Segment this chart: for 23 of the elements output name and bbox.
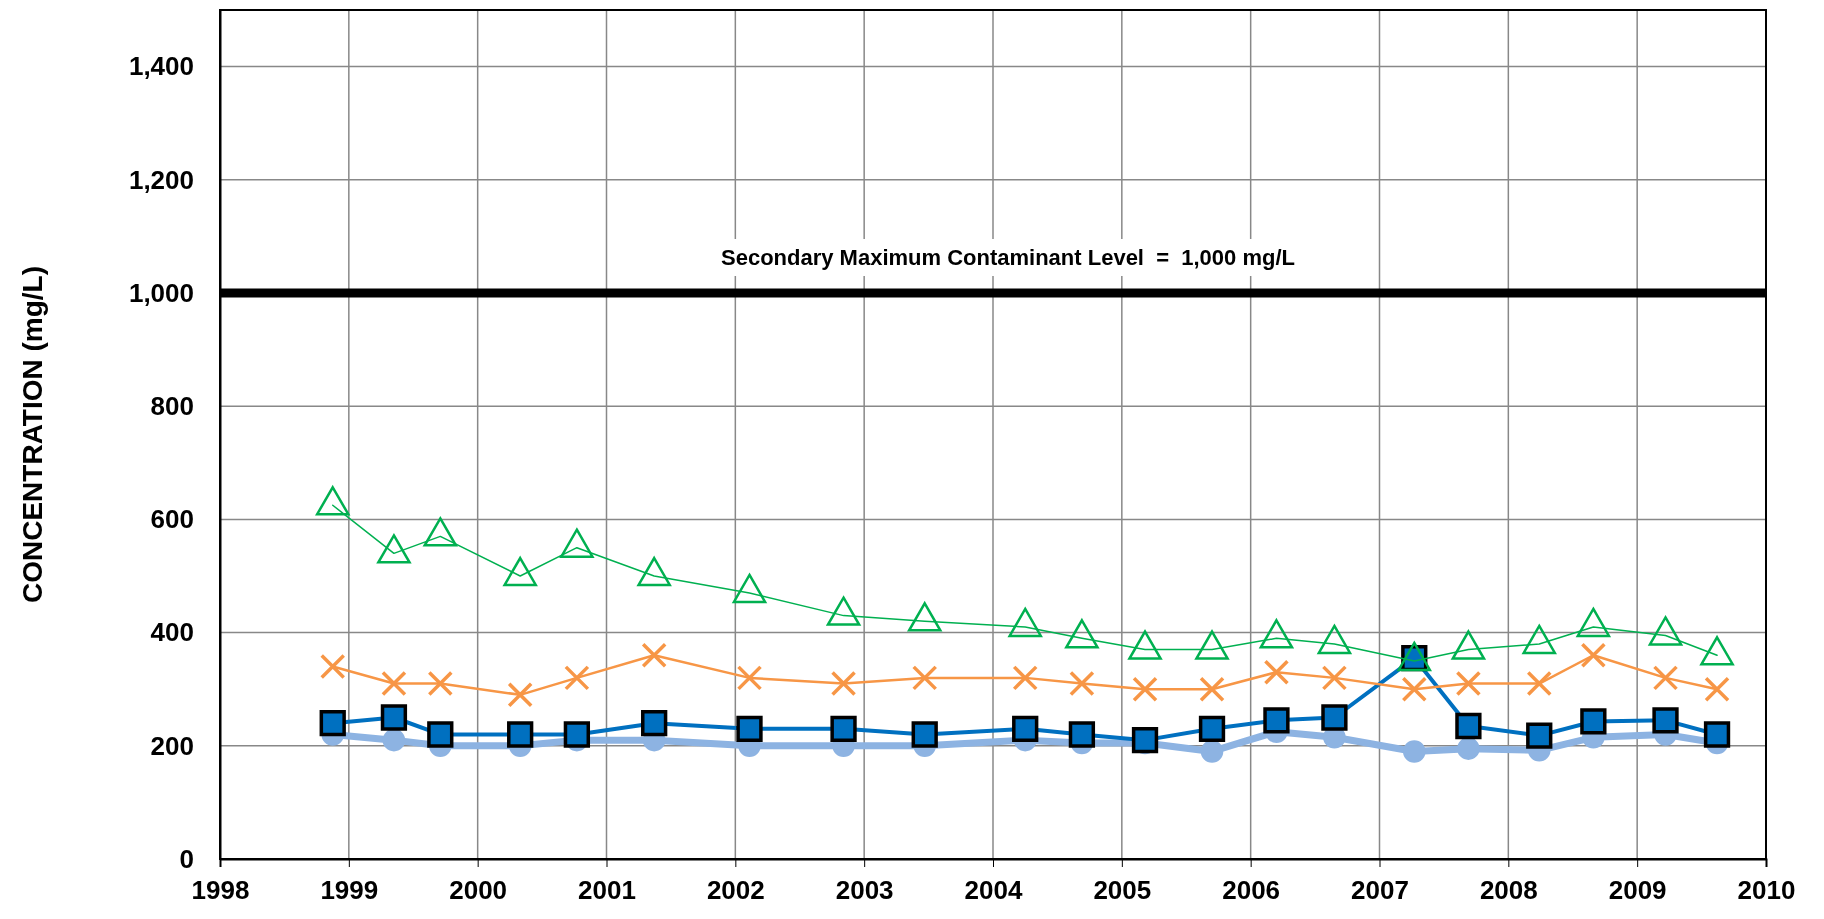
y-tick-label: 1,000 — [128, 277, 194, 308]
y-tick-label: 400 — [150, 617, 194, 648]
x-tick-label: 1998 — [191, 874, 250, 905]
y-tick-label: 1,200 — [128, 164, 194, 195]
x-tick-label: 2005 — [1093, 874, 1152, 905]
x-tick-label: 1999 — [320, 874, 379, 905]
x-tick-label: 2006 — [1222, 874, 1281, 905]
x-tick-label: 2010 — [1737, 874, 1796, 905]
x-tick-label: 2007 — [1351, 874, 1409, 905]
y-axis-title: CONCENTRATION (mg/L) — [17, 266, 48, 603]
y-tick-label: 600 — [150, 504, 194, 535]
y-tick-label: 0 — [179, 843, 194, 874]
y-tick-label: 200 — [150, 730, 194, 761]
ref-line-label: Secondary Maximum Contaminant Level = 1,000 mg/L — [720, 245, 1296, 270]
x-tick-label: 2009 — [1608, 874, 1667, 905]
x-tick-label: 2002 — [706, 874, 765, 905]
x-tick-label: 2001 — [578, 874, 636, 905]
y-tick-label: 800 — [150, 391, 194, 422]
y-tick-label: 1,400 — [128, 51, 194, 82]
x-tick-label: 2003 — [835, 874, 894, 905]
x-tick-label: 2000 — [449, 874, 508, 905]
x-tick-label: 2008 — [1479, 874, 1538, 905]
x-tick-label: 2004 — [964, 874, 1023, 905]
